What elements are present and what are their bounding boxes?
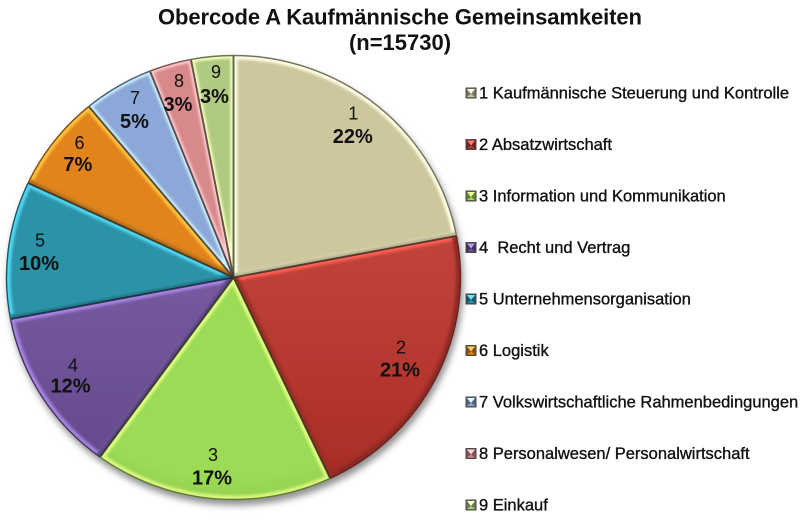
svg-text:5 Unternehmensorganisation: 5 Unternehmensorganisation [479, 291, 691, 309]
svg-text:3 Information und Kommunikatio: 3 Information und Kommunikation [479, 188, 726, 206]
svg-text:21%: 21% [380, 360, 420, 382]
svg-text:7 Volkswirtschaftliche Rahmenb: 7 Volkswirtschaftliche Rahmenbedingungen [479, 394, 798, 412]
svg-text:10%: 10% [19, 253, 59, 275]
svg-text:6: 6 [74, 133, 84, 153]
svg-text:3: 3 [208, 445, 218, 465]
svg-text:17%: 17% [192, 468, 232, 490]
svg-text:5: 5 [35, 231, 45, 251]
svg-text:5%: 5% [120, 111, 149, 133]
svg-text:7%: 7% [63, 154, 92, 176]
svg-text:6 Logistik: 6 Logistik [479, 342, 549, 360]
svg-text:12%: 12% [50, 376, 90, 398]
svg-text:4 Recht und Vertrag: 4 Recht und Vertrag [479, 239, 630, 257]
svg-text:(n=15730): (n=15730) [349, 30, 451, 55]
svg-text:3%: 3% [200, 86, 229, 108]
svg-text:1 Kaufmännische Steuerung und: 1 Kaufmännische Steuerung und Kontrolle [479, 85, 789, 103]
svg-text:Obercode A Kaufmännische Gemei: Obercode A Kaufmännische Gemeinsamkeiten [158, 5, 642, 30]
svg-text:3%: 3% [164, 94, 193, 116]
svg-text:9 Einkauf: 9 Einkauf [479, 497, 548, 515]
svg-text:7: 7 [130, 88, 140, 108]
svg-text:1: 1 [348, 103, 358, 123]
svg-text:8 Personalwesen/ Personalwirts: 8 Personalwesen/ Personalwirtschaft [479, 445, 750, 463]
svg-text:22%: 22% [333, 126, 373, 148]
svg-text:2: 2 [396, 338, 406, 358]
svg-text:9: 9 [211, 62, 221, 82]
svg-text:2 Absatzwirtschaft: 2 Absatzwirtschaft [479, 136, 612, 154]
svg-text:8: 8 [174, 71, 184, 91]
svg-text:4: 4 [68, 356, 78, 376]
